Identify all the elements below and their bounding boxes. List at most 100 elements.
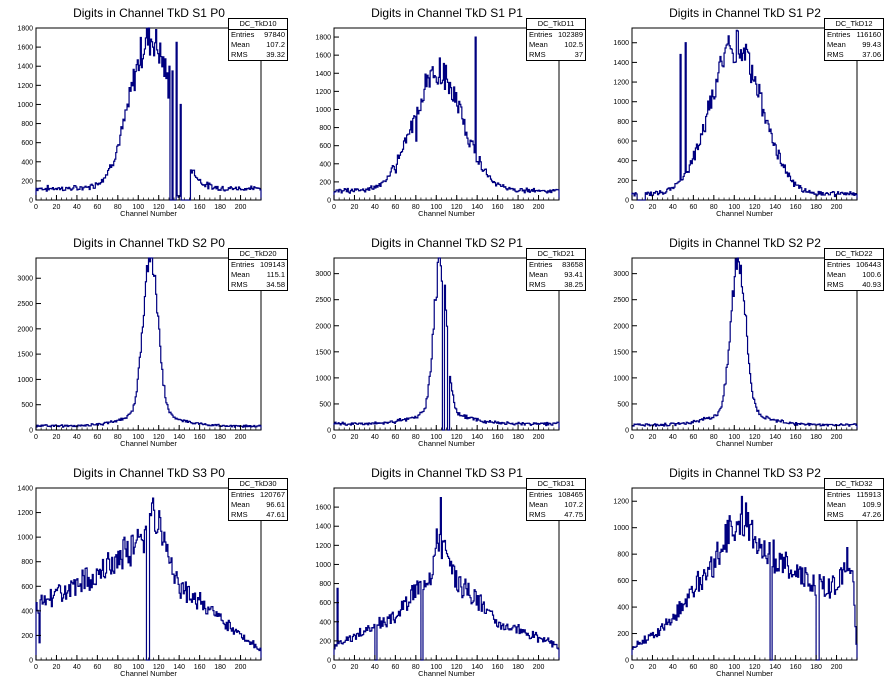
histogram-series [631,29,858,201]
y-tick-label: 200 [319,179,331,186]
stats-label: RMS [827,50,844,59]
x-tick-label: 40 [371,204,379,211]
stats-label: RMS [529,50,546,59]
stats-row-mean: Mean 99.43 [825,40,883,50]
chart-title: Digits in Channel TkD S3 P0 [73,466,225,480]
y-tick-label: 1200 [315,543,331,550]
x-tick-label: 80 [114,664,122,671]
x-tick-label: 40 [73,664,81,671]
stats-row-rms: RMS 47.61 [229,510,287,520]
x-tick-label: 20 [649,434,657,441]
histogram-panel: Digits in Channel TkD S2 P0 0 20 40 60 80 100 1… [0,230,298,460]
x-tick-label: 120 [749,434,761,441]
chart-title: Digits in Channel TkD S1 P1 [371,6,523,20]
x-tick-label: 80 [412,664,420,671]
histogram-svg: 0 20 40 60 80 100 120 140 160 180 2000500100015002… [613,257,858,441]
x-tick-label: 100 [728,664,740,671]
x-tick-label: 0 [332,664,336,671]
y-tick-label: 800 [617,119,629,126]
x-tick-label: 140 [769,434,781,441]
stats-value: 120767 [259,490,285,499]
x-tick-label: 180 [512,204,524,211]
x-tick-label: 100 [132,664,144,671]
x-tick-label: 20 [649,664,657,671]
x-axis-label: Channel Number [716,209,773,218]
histogram-series [35,27,262,201]
y-tick-label: 200 [617,178,629,185]
stats-label: Mean [827,270,846,279]
x-tick-label: 80 [114,434,122,441]
x-tick-label: 40 [371,434,379,441]
y-tick-label: 1600 [315,505,331,512]
stats-value: 107.2 [564,500,583,509]
y-tick-label: 1600 [17,45,33,52]
stats-value: 38.25 [564,280,583,289]
stats-box: DC_TkD12 Entries 116160 Mean 99.43 RMS 37.06 [824,18,884,61]
x-tick-label: 100 [728,434,740,441]
stats-row-mean: Mean 107.2 [229,40,287,50]
y-tick-label: 400 [21,159,33,166]
x-tick-label: 120 [451,434,463,441]
stats-name: DC_TkD20 [229,249,287,260]
stats-box: DC_TkD30 Entries 120767 Mean 96.61 RMS 47.61 [228,478,288,521]
x-tick-label: 0 [34,204,38,211]
x-tick-label: 180 [810,434,822,441]
histogram-series [333,36,560,200]
y-tick-label: 1600 [315,53,331,60]
stats-label: Mean [827,40,846,49]
histogram-svg: 0 20 40 60 80 100 120 140 160 180 200 0 200 400 600 800… [17,486,262,671]
stats-value: 99.43 [862,40,881,49]
stats-row-entries: Entries 109143 [229,260,287,270]
x-tick-label: 120 [153,204,165,211]
stats-row-rms: RMS 40.93 [825,280,883,290]
stats-value: 83658 [562,260,583,269]
x-tick-label: 100 [430,204,442,211]
x-tick-label: 160 [194,664,206,671]
y-tick-label: 2500 [17,301,33,308]
y-tick-label: 600 [21,140,33,147]
stats-row-mean: Mean 107.2 [527,500,585,510]
chart-title: Digits in Channel TkD S2 P1 [371,236,523,250]
x-tick-label: 200 [533,204,545,211]
stats-row-rms: RMS 47.75 [527,510,585,520]
x-tick-label: 20 [649,204,657,211]
x-tick-label: 40 [73,434,81,441]
x-tick-label: 160 [194,434,206,441]
stats-label: RMS [827,510,844,519]
stats-row-entries: Entries 102389 [527,30,585,40]
y-tick-label: 1400 [315,524,331,531]
x-axis-label: Channel Number [716,439,773,448]
x-tick-label: 160 [492,434,504,441]
stats-value: 97840 [264,30,285,39]
x-tick-label: 200 [235,664,247,671]
x-tick-label: 180 [810,664,822,671]
histogram-series [35,497,262,661]
y-tick-label: 800 [21,559,33,566]
histogram-svg: 0 20 40 60 80 100 120 140 160 180 200 0 200 400 600 800… [613,487,858,671]
chart-title: Digits in Channel TkD S2 P2 [669,236,821,250]
stats-row-entries: Entries 115913 [825,490,883,500]
stats-label: Mean [529,500,548,509]
stats-row-mean: Mean 102.5 [527,40,585,50]
histogram-panel: Digits in Channel TkD S2 P2 0 20 40 60 80 100 1… [596,230,894,460]
x-tick-label: 200 [235,434,247,441]
chart-title: Digits in Channel TkD S3 P1 [371,466,523,480]
histogram-series [333,257,560,431]
y-tick-label: 0 [625,658,629,665]
stats-label: RMS [529,280,546,289]
x-tick-label: 200 [831,664,843,671]
stats-box: DC_TkD11 Entries 102389 Mean 102.5 RMS 37 [526,18,586,61]
stats-value: 109143 [259,260,285,269]
y-tick-label: 1500 [17,352,33,359]
y-tick-label: 1400 [17,486,33,493]
x-tick-label: 120 [451,204,463,211]
x-tick-label: 120 [749,204,761,211]
stats-label: RMS [231,50,248,59]
y-tick-label: 200 [21,633,33,640]
y-tick-label: 600 [21,584,33,591]
y-tick-label: 400 [617,605,629,612]
y-tick-label: 800 [319,581,331,588]
x-tick-label: 60 [689,434,697,441]
stats-name: DC_TkD11 [527,19,585,30]
stats-box: DC_TkD31 Entries 108465 Mean 107.2 RMS 47.75 [526,478,586,521]
